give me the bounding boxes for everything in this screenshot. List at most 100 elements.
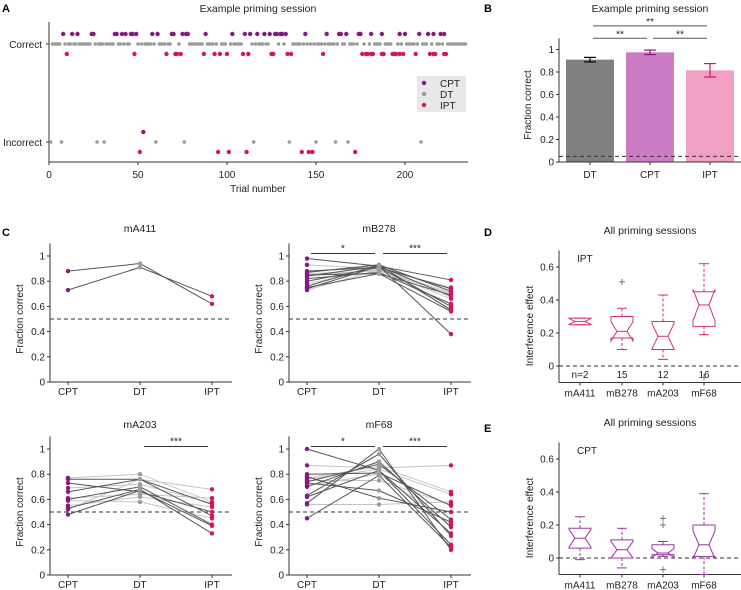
notched-box xyxy=(568,527,592,549)
dt-point xyxy=(376,478,382,483)
x-tick-label: DT xyxy=(583,170,596,181)
cpt-correct-point xyxy=(417,31,422,37)
dt-point xyxy=(376,263,382,269)
dt-point xyxy=(137,488,143,493)
dt-correct-point xyxy=(312,42,317,46)
dt-correct-point xyxy=(301,42,306,46)
cpt-correct-point xyxy=(344,31,349,37)
dt-correct-point xyxy=(118,42,122,46)
dt-point xyxy=(376,468,382,473)
dt-incorrect-point xyxy=(102,140,106,144)
ipt-correct-point xyxy=(393,51,399,57)
panel-label: D xyxy=(484,227,492,239)
dt-correct-point xyxy=(305,42,309,46)
x-tick-label: mA411 xyxy=(565,389,596,400)
x-tick-label: 100 xyxy=(219,170,236,181)
ipt-correct-point xyxy=(360,51,365,57)
ipt-point xyxy=(209,504,215,510)
chart-title: Example priming session xyxy=(200,3,317,15)
ipt-incorrect-point xyxy=(137,149,142,155)
notched-box xyxy=(568,317,592,326)
dt-correct-point xyxy=(177,42,181,46)
condition-label: IPT xyxy=(577,254,593,265)
cpt-correct-point xyxy=(171,31,176,37)
y-axis-label: Fraction correct xyxy=(523,70,534,140)
dt-correct-point xyxy=(250,42,254,46)
dt-correct-point xyxy=(228,42,233,46)
cpt-correct-point xyxy=(180,31,185,37)
cpt-correct-point xyxy=(69,31,75,37)
dt-correct-point xyxy=(415,42,420,46)
dt-correct-point xyxy=(463,42,468,46)
significance-label: * xyxy=(341,436,345,447)
bar-dt xyxy=(566,59,614,162)
condition-label: CPT xyxy=(577,446,597,457)
dt-correct-point xyxy=(111,42,115,46)
dt-point xyxy=(376,451,382,457)
significance-label: ** xyxy=(616,29,624,40)
cpt-point xyxy=(304,516,310,521)
dt-point xyxy=(376,502,382,507)
dt-incorrect-point xyxy=(346,140,350,144)
y-tick-label: 0 xyxy=(39,571,45,582)
cpt-correct-point xyxy=(441,31,447,37)
x-tick-label: mA203 xyxy=(647,581,679,590)
dt-correct-point xyxy=(335,42,340,46)
y-tick-label: 0 xyxy=(548,158,554,169)
dt-correct-point xyxy=(57,42,62,46)
ipt-correct-point xyxy=(246,51,251,57)
ipt-correct-point xyxy=(443,51,449,57)
dt-correct-point xyxy=(68,42,73,46)
cpt-correct-point xyxy=(368,31,374,37)
chart-title: All priming sessions xyxy=(604,225,697,237)
cpt-point xyxy=(65,480,71,486)
y-tick-label: 0.4 xyxy=(270,520,284,531)
cpt-correct-point xyxy=(114,31,119,37)
significance-label: * xyxy=(341,243,345,254)
y-tick-label: 0.4 xyxy=(540,113,554,124)
x-tick-label: mF68 xyxy=(691,581,717,590)
ipt-incorrect-point xyxy=(215,149,221,155)
cpt-incorrect-point xyxy=(141,129,146,135)
cpt-point xyxy=(304,287,310,293)
dt-point xyxy=(376,495,382,501)
significance-label: *** xyxy=(409,436,421,447)
ipt-correct-point xyxy=(240,51,246,57)
subplot-title: mA203 xyxy=(123,419,156,431)
dt-correct-point xyxy=(214,42,219,46)
y-tick-label: 0 xyxy=(548,554,554,565)
y-tick-label: 0.2 xyxy=(540,521,554,532)
n-label: 15 xyxy=(616,370,628,381)
ipt-correct-point xyxy=(427,51,433,57)
ipt-correct-point xyxy=(397,51,402,57)
dt-point xyxy=(137,261,143,266)
dt-incorrect-point xyxy=(154,140,158,144)
ipt-point xyxy=(209,487,215,492)
cpt-point xyxy=(65,512,71,517)
notched-box xyxy=(610,539,634,559)
x-tick-label: DT xyxy=(133,580,146,590)
dt-correct-point xyxy=(396,42,400,46)
legend-label: DT xyxy=(440,90,453,101)
y-tick-label: 1 xyxy=(548,45,554,56)
dt-correct-point xyxy=(276,42,281,46)
dt-correct-point xyxy=(253,42,258,46)
y-tick-label: 1 xyxy=(278,445,284,456)
panel-label: B xyxy=(484,3,492,15)
notched-box xyxy=(692,289,716,327)
ipt-point xyxy=(448,533,454,539)
x-tick-label: CPT xyxy=(58,580,78,590)
y-tick-label: 0.6 xyxy=(270,302,284,313)
cpt-correct-point xyxy=(242,31,247,37)
ipt-correct-point xyxy=(64,51,70,57)
x-tick-label: mA203 xyxy=(647,389,679,400)
ipt-point xyxy=(209,523,215,529)
dt-correct-point xyxy=(148,42,153,46)
y-tick-label: 0.4 xyxy=(31,520,45,531)
dt-correct-point xyxy=(223,42,228,46)
y-tick-label: 1 xyxy=(39,252,45,263)
dt-point xyxy=(376,446,382,452)
ipt-correct-point xyxy=(164,51,169,57)
dt-incorrect-point xyxy=(59,140,64,144)
